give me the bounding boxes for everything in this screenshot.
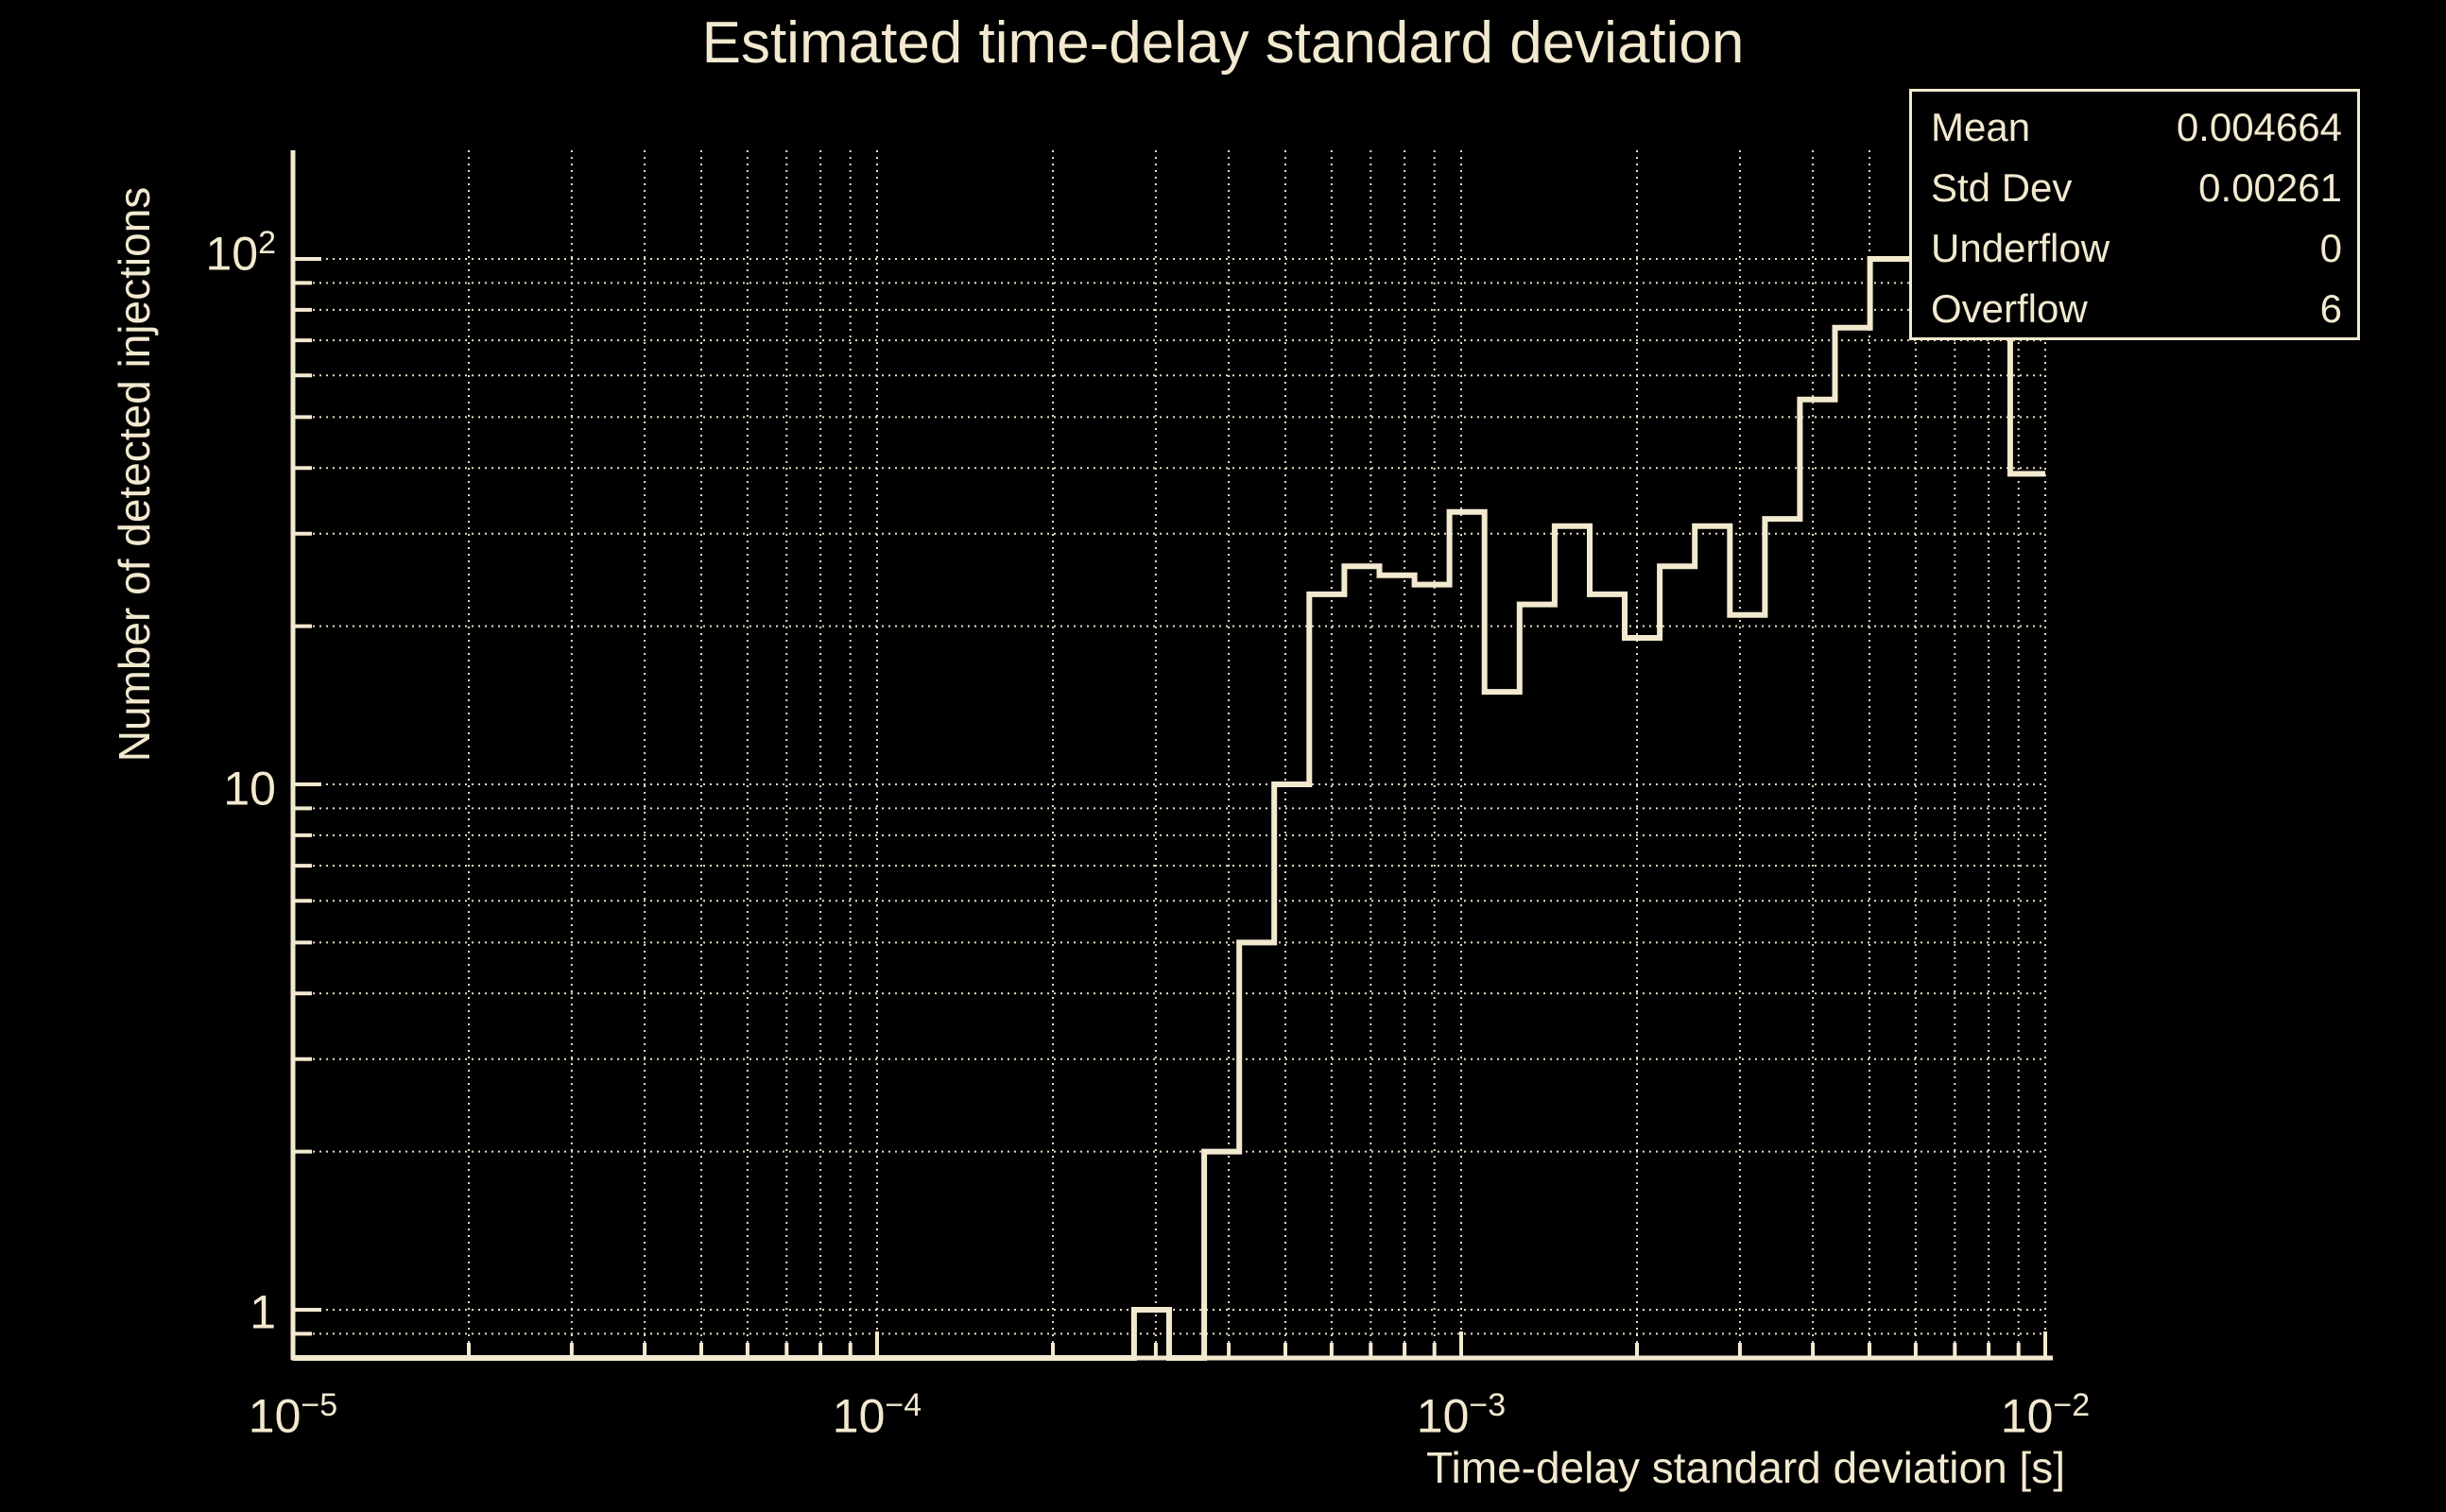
stats-row-mean: Mean 0.004664 (1931, 97, 2342, 158)
grid-vertical-lines (468, 150, 2046, 1358)
stats-value: 6 (2319, 286, 2342, 331)
stats-label: Mean (1931, 105, 2031, 149)
x-tick-label-1e-2: 10−2 (2000, 1387, 2091, 1443)
y-axis-ticks (293, 257, 321, 1336)
y-tick-label-10: 10 (223, 762, 276, 816)
stats-row-underflow: Underflow 0 (1931, 218, 2342, 279)
stats-value: 0 (2319, 226, 2342, 270)
stats-label: Std Dev (1931, 165, 2073, 210)
x-tick-label-1e-4: 10−4 (832, 1387, 922, 1443)
stats-row-stddev: Std Dev 0.00261 (1931, 158, 2342, 218)
x-axis-title: Time-delay standard deviation [s] (1426, 1443, 2065, 1492)
y-tick-label-100: 102 (205, 225, 276, 281)
stats-box: Mean 0.004664 Std Dev 0.00261 Underflow … (1909, 89, 2360, 340)
stats-value: 0.004664 (2176, 105, 2342, 149)
page-title: Estimated time-delay standard deviation (701, 10, 1745, 76)
stats-label: Underflow (1931, 226, 2110, 270)
y-axis-title: Number of detected injections (110, 186, 159, 763)
y-tick-label-1: 1 (250, 1285, 276, 1339)
x-tick-label-1e-5: 10−5 (248, 1387, 338, 1443)
stats-row-overflow: Overflow 6 (1931, 279, 2342, 339)
stats-value: 0.00261 (2198, 165, 2342, 210)
x-axis-ticks (291, 1332, 2047, 1358)
stats-label: Overflow (1931, 286, 2088, 331)
x-tick-label-1e-3: 10−3 (1416, 1387, 1507, 1443)
grid-horizontal-lines (293, 258, 2045, 1335)
